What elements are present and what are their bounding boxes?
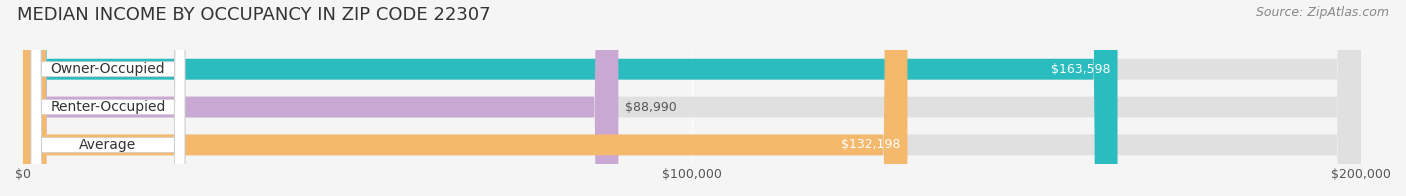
Text: $132,198: $132,198 [841, 138, 901, 151]
Text: $88,990: $88,990 [626, 101, 676, 113]
Text: MEDIAN INCOME BY OCCUPANCY IN ZIP CODE 22307: MEDIAN INCOME BY OCCUPANCY IN ZIP CODE 2… [17, 6, 491, 24]
FancyBboxPatch shape [22, 0, 1361, 196]
FancyBboxPatch shape [31, 0, 186, 196]
FancyBboxPatch shape [31, 0, 186, 196]
Text: Owner-Occupied: Owner-Occupied [51, 62, 166, 76]
FancyBboxPatch shape [22, 0, 1361, 196]
Text: $163,598: $163,598 [1052, 63, 1111, 76]
Text: Average: Average [79, 138, 136, 152]
FancyBboxPatch shape [22, 0, 907, 196]
FancyBboxPatch shape [31, 0, 186, 196]
FancyBboxPatch shape [22, 0, 619, 196]
Text: Renter-Occupied: Renter-Occupied [51, 100, 166, 114]
FancyBboxPatch shape [22, 0, 1361, 196]
Text: Source: ZipAtlas.com: Source: ZipAtlas.com [1256, 6, 1389, 19]
FancyBboxPatch shape [22, 0, 1118, 196]
